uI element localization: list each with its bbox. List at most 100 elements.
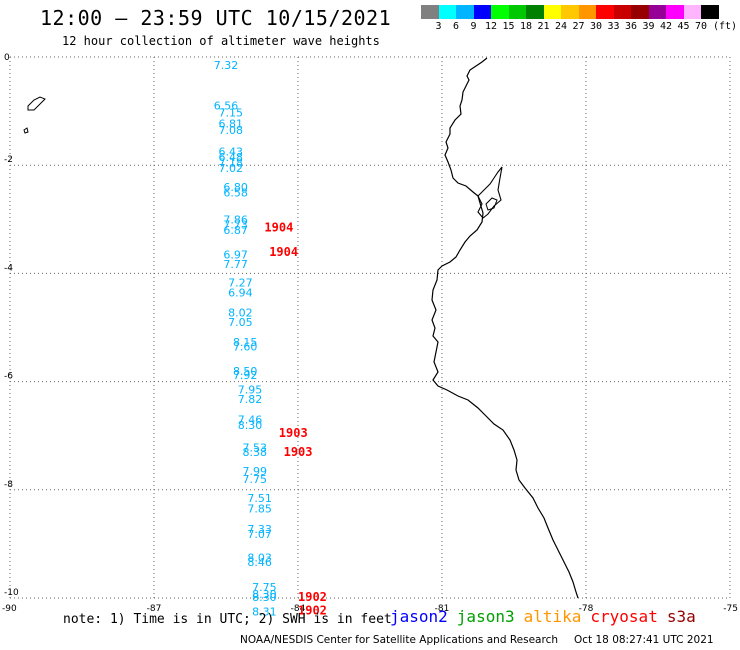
legend-swatch: [701, 5, 719, 19]
legend-swatch: [613, 5, 631, 19]
gulf-of-guayaquil: [477, 166, 503, 219]
swh-value: 6.43: [219, 146, 244, 159]
swh-value: 6.94: [228, 286, 253, 299]
legend-swatch: [526, 5, 544, 19]
swh-value: 7.77: [223, 258, 248, 271]
swh-value: 7.99: [243, 465, 268, 478]
credit-organization: NOAA/NESDIS Center for Satellite Applica…: [240, 634, 558, 646]
x-tick-label: -84: [291, 604, 306, 614]
swh-value: 7.46: [238, 413, 263, 426]
legend-label: 9: [470, 21, 477, 32]
satellite-s3a: s3a: [666, 607, 696, 626]
footer-note: note: 1) Time is in UTC; 2) SWH is in fe…: [63, 612, 392, 627]
swh-value: 6.58: [223, 186, 248, 199]
galapagos-island: [23, 127, 29, 134]
y-tick-label: 0: [4, 53, 10, 63]
swh-value: 6.87: [223, 224, 248, 237]
swh-value: 8.03: [247, 551, 272, 564]
legend-swatch: [666, 5, 684, 19]
time-label: 1903: [279, 426, 308, 440]
swh-value: 7.33: [247, 523, 272, 536]
legend-swatch: [438, 5, 456, 19]
legend-label: 12: [484, 21, 498, 32]
swh-value: 8.30: [238, 419, 263, 432]
legend-label: 39: [642, 21, 655, 32]
credit-timestamp: Oct 18 08:27:41 UTC 2021: [574, 634, 714, 646]
legend-label: 3: [435, 21, 442, 32]
swh-value: 6.56: [214, 100, 239, 113]
y-tick-label: -6: [4, 372, 13, 382]
swh-value: 7.95: [238, 384, 263, 397]
legend-label: 45: [677, 21, 690, 32]
legend-swatch: [421, 5, 439, 19]
legend-label: 70: [694, 21, 708, 32]
swh-value: 7.86: [223, 213, 248, 226]
swh-value: 8.31: [252, 606, 277, 619]
swh-value: 8.50: [233, 365, 258, 378]
swh-value: 8.30: [252, 591, 277, 604]
swh-value: 7.53: [243, 442, 268, 455]
swh-value: 7.02: [219, 162, 244, 175]
legend-swatch: [543, 5, 561, 19]
puna-island: [485, 197, 498, 211]
legend-swatch: [508, 5, 526, 19]
map-grid: [9, 56, 731, 599]
swh-value: 6.81: [219, 118, 244, 131]
credit-line: NOAA/NESDIS Center for Satellite Applica…: [240, 634, 730, 646]
axis-ticks: -90 -87 -84 -81 -78 -75 0 -2 -4 -6 -8 -10: [2, 53, 738, 614]
swh-value: 8.46: [247, 556, 272, 569]
x-tick-label: -75: [723, 604, 738, 614]
swh-value: 7.75: [243, 473, 268, 486]
time-label: 1902: [298, 590, 327, 604]
legend-swatch: [631, 5, 649, 19]
legend-unit: (ft): [713, 21, 738, 32]
legend-label: 18: [519, 21, 533, 32]
swh-value: 8.02: [228, 306, 253, 319]
time-label: 1904: [269, 245, 298, 259]
galapagos-island: [27, 96, 46, 111]
swh-value: 7.07: [247, 528, 272, 541]
x-tick-label: -90: [2, 604, 17, 614]
satellite-jason3: jason3: [456, 607, 515, 626]
satellite-altika: altika: [523, 607, 582, 626]
time-label: 1903: [284, 445, 313, 459]
legend-label: 42: [659, 21, 673, 32]
swh-value: 6.97: [223, 248, 248, 261]
swh-value: 8.30: [252, 588, 277, 601]
page-title: 12:00 – 23:59 UTC 10/15/2021: [40, 6, 392, 30]
swh-value: 7.60: [233, 340, 258, 353]
swh-value: 6.48: [219, 151, 244, 164]
legend-label: 30: [589, 21, 603, 32]
legend-swatch: [578, 5, 596, 19]
color-legend: [421, 5, 719, 19]
legend-label: 33: [607, 21, 620, 32]
legend-swatch: [491, 5, 509, 19]
swh-value: 7.75: [252, 581, 277, 594]
legend-label: 24: [554, 21, 568, 32]
page-subtitle: 12 hour collection of altimeter wave hei…: [62, 34, 380, 48]
swh-value: 7.32: [214, 59, 239, 72]
coastline: [23, 57, 579, 599]
swh-value: 7.82: [238, 393, 263, 406]
time-label: 1904: [264, 220, 293, 234]
legend-swatch: [456, 5, 474, 19]
legend-swatch: [561, 5, 579, 19]
legend-label: 21: [537, 21, 550, 32]
legend-swatch: [648, 5, 666, 19]
legend-label: 15: [502, 21, 515, 32]
swh-value: 7.05: [228, 316, 253, 329]
legend-label: 36: [624, 21, 638, 32]
swh-value: 7.92: [233, 369, 258, 382]
legend-swatch: [596, 5, 614, 19]
x-tick-label: -81: [435, 604, 450, 614]
y-tick-label: -2: [4, 155, 13, 165]
y-tick-label: -8: [4, 480, 13, 490]
coastline-path: [431, 57, 579, 599]
y-tick-label: -4: [4, 263, 13, 273]
x-tick-label: -78: [579, 604, 594, 614]
legend-label: 27: [572, 21, 585, 32]
time-label: 1902: [298, 603, 327, 617]
legend-swatch: [683, 5, 701, 19]
